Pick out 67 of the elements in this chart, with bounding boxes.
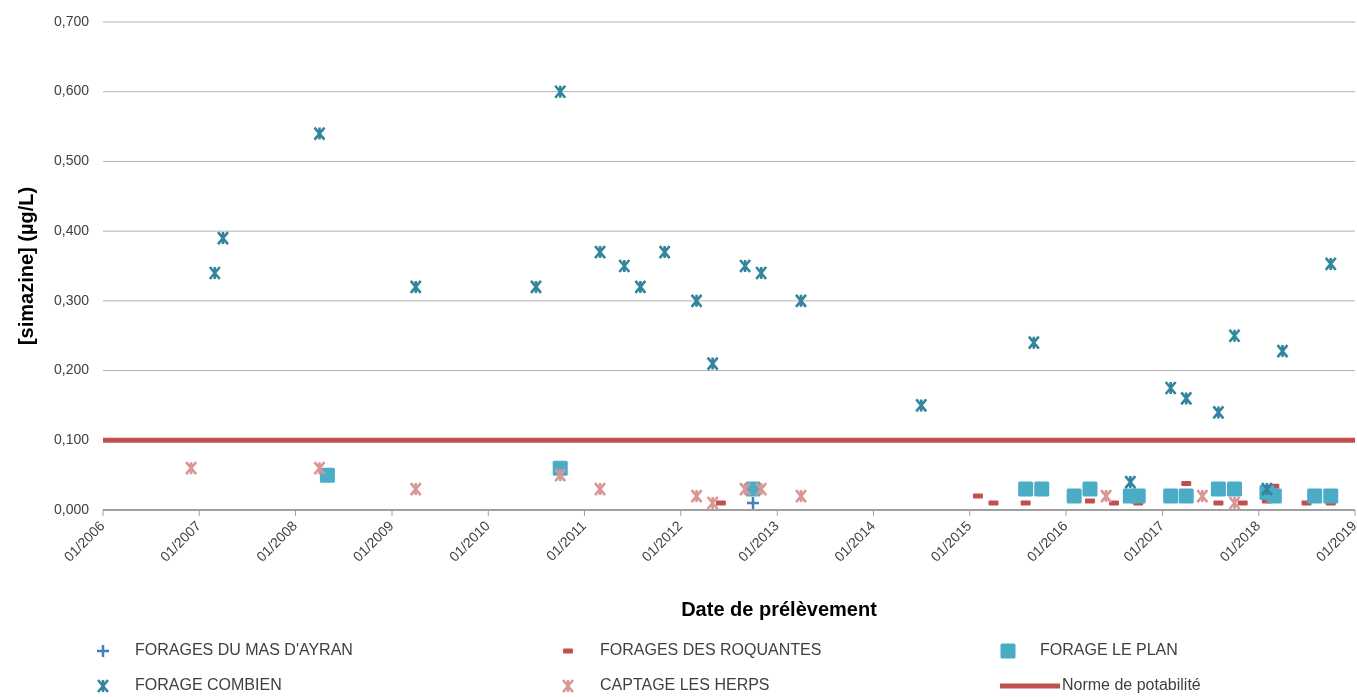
point — [313, 460, 326, 476]
y-tick-label: 0,000 — [53, 500, 90, 517]
point — [208, 265, 222, 281]
point — [1164, 380, 1177, 396]
y-tick-label: 0,100 — [53, 430, 90, 447]
point — [1018, 481, 1034, 497]
point — [216, 230, 230, 246]
point — [618, 258, 631, 274]
point — [593, 244, 607, 260]
point — [409, 481, 423, 497]
point — [1034, 481, 1050, 497]
point — [1196, 488, 1209, 504]
point — [690, 293, 703, 309]
point — [754, 265, 768, 281]
legend-label: Norme de potabilité — [1062, 676, 1201, 694]
point — [914, 398, 928, 413]
point — [553, 84, 567, 100]
y-tick-label: 0,500 — [53, 152, 90, 169]
point — [1124, 474, 1137, 490]
point — [1228, 495, 1241, 511]
point — [794, 293, 808, 309]
point — [529, 279, 543, 295]
point — [690, 488, 703, 504]
point — [1210, 481, 1226, 497]
point — [409, 279, 423, 295]
point — [1066, 488, 1082, 504]
point — [593, 481, 607, 497]
point — [706, 356, 719, 371]
point — [1130, 488, 1146, 504]
y-tick-label: 0,200 — [53, 361, 90, 378]
legend-label: FORAGE LE PLAN — [1040, 641, 1178, 659]
x-axis-title: Date de prélèvement — [681, 598, 878, 620]
point — [1260, 481, 1274, 497]
y-tick-label: 0,400 — [53, 221, 90, 238]
point — [1027, 335, 1041, 350]
y-tick-label: 0,700 — [53, 12, 90, 29]
point — [1179, 391, 1193, 406]
y-tick-label: 0,600 — [53, 82, 90, 99]
legend-label: FORAGES DES ROQUANTES — [600, 641, 822, 659]
point — [706, 495, 719, 511]
point — [634, 279, 647, 295]
legend-label: CAPTAGE LES HERPS — [600, 676, 770, 694]
point — [1163, 488, 1179, 504]
point — [313, 126, 326, 141]
point — [1099, 488, 1113, 504]
point — [553, 467, 567, 483]
point — [1226, 481, 1242, 497]
point — [754, 481, 768, 497]
y-axis-title: [simazine] (µg/L) — [15, 186, 38, 346]
point — [1082, 481, 1098, 497]
legend-label: FORAGE COMBIEN — [135, 676, 282, 694]
point — [1228, 328, 1241, 344]
point — [319, 467, 335, 483]
y-tick-label: 0,300 — [53, 291, 90, 308]
point — [1276, 343, 1289, 359]
point — [738, 258, 752, 274]
point — [1212, 405, 1225, 420]
point — [1323, 488, 1339, 504]
legend-label: FORAGES DU MAS D'AYRAN — [135, 641, 353, 659]
point — [1307, 488, 1323, 504]
point — [745, 495, 761, 511]
point — [658, 244, 671, 260]
point — [1324, 256, 1338, 272]
point — [738, 481, 752, 497]
point — [1178, 488, 1194, 504]
point — [794, 488, 808, 504]
point — [184, 460, 198, 476]
